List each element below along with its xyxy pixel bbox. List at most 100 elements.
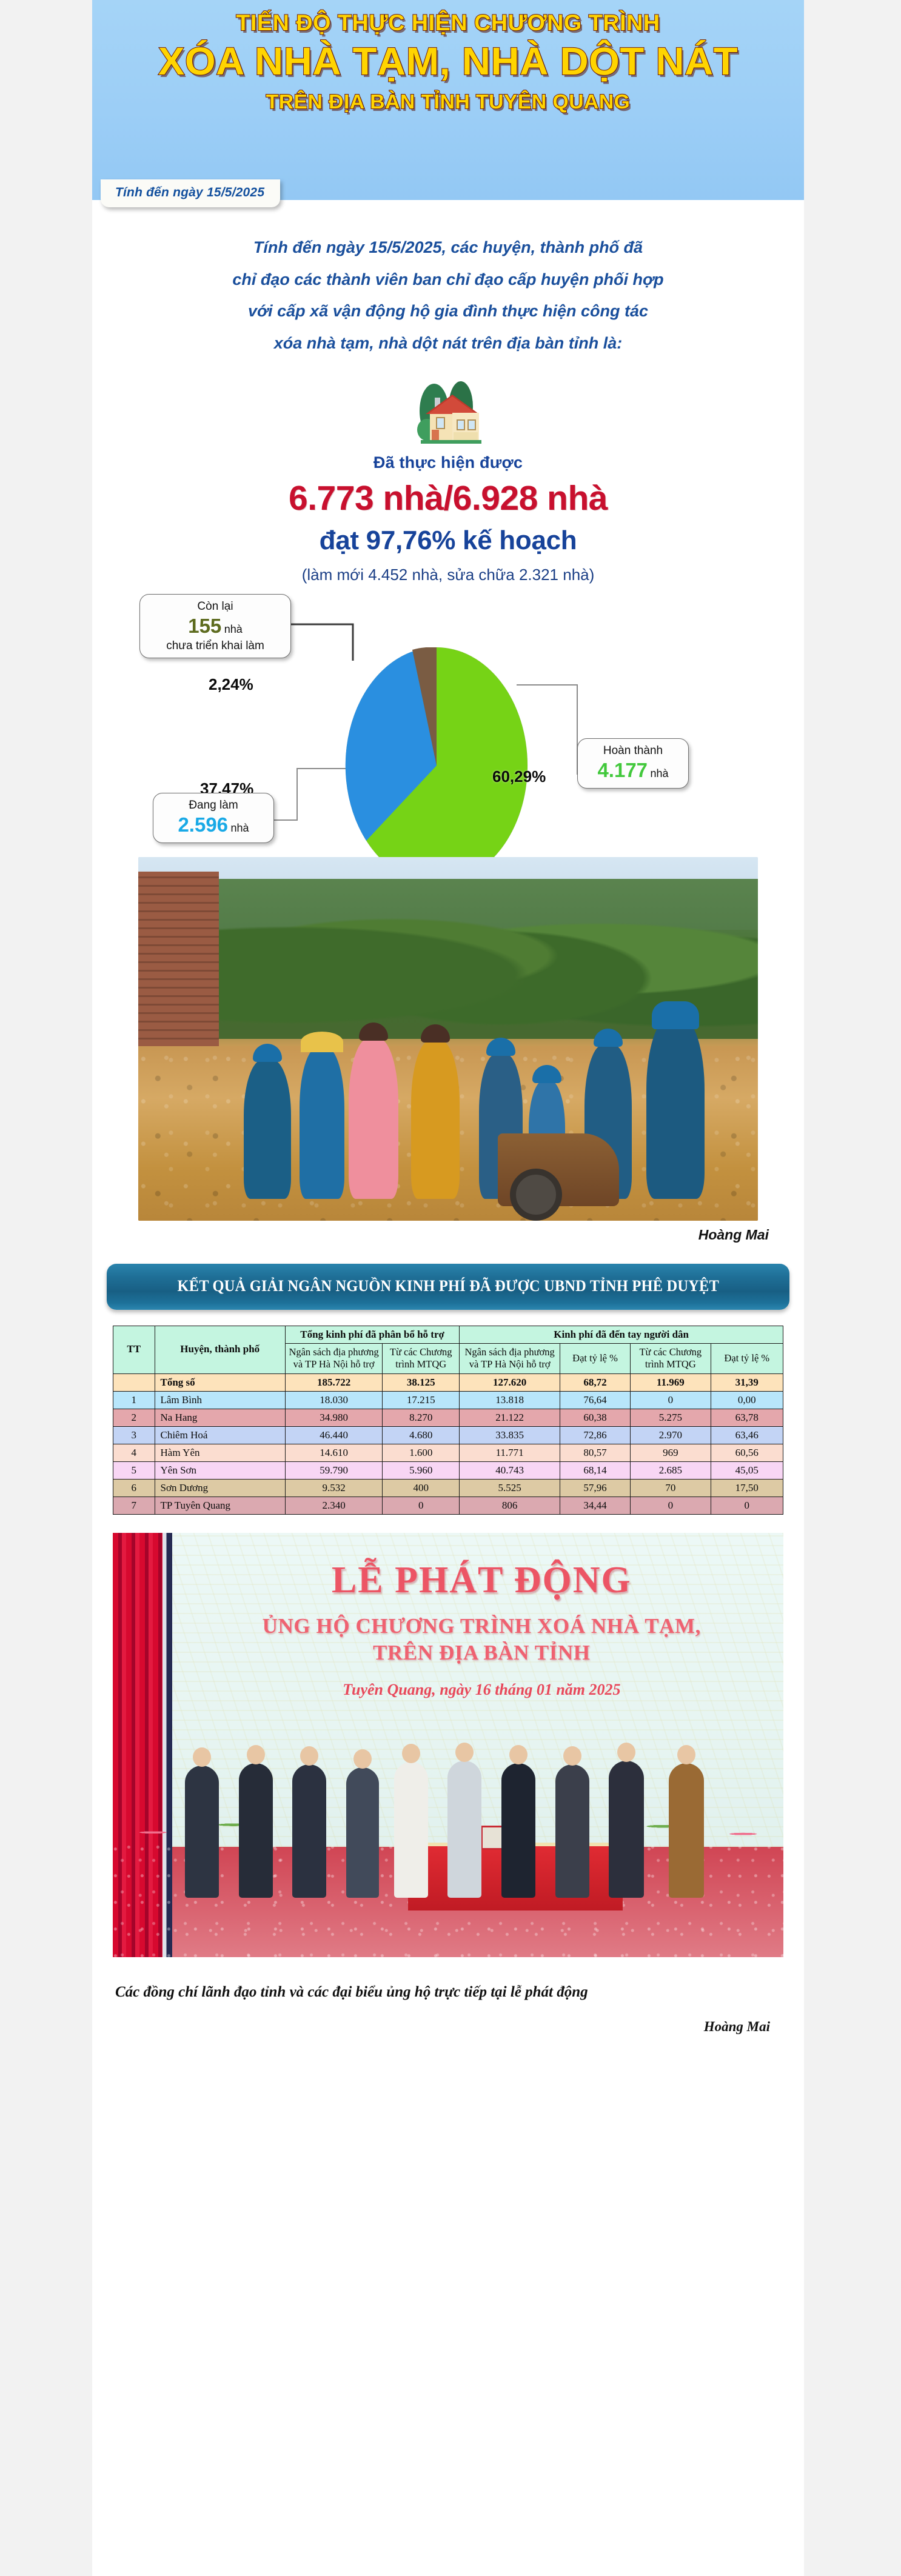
cell-c1: 46.440 (284, 1426, 383, 1444)
cell-c3: 40.743 (459, 1461, 560, 1480)
cell-c5: 0 (630, 1496, 711, 1515)
cell-c3: 21.122 (459, 1408, 560, 1427)
cell-c6: 17,50 (710, 1478, 784, 1497)
cell-name: TP Tuyên Quang (154, 1496, 286, 1515)
cell-c6: 0,00 (710, 1390, 784, 1409)
callout-remaining-sub: chưa triển khai làm (166, 639, 264, 652)
photo-person (646, 1001, 705, 1199)
infographic-page: TIẾN ĐỘ THỰC HIỆN CHƯƠNG TRÌNH XÓA NHÀ T… (92, 0, 804, 2576)
ceremony-person (668, 1744, 704, 1898)
cell-c2: 0 (382, 1496, 460, 1515)
table-row: 6 Sơn Dương 9.532 400 5.525 57,96 70 17,… (113, 1478, 784, 1497)
cell-tt: 7 (113, 1496, 155, 1515)
stats-percent-line: đạt 97,76% kế hoạch (319, 525, 577, 555)
photo-ceremony: LỄ PHÁT ĐỘNG ỦNG HỘ CHƯƠNG TRÌNH XOÁ NHÀ… (113, 1532, 783, 1957)
callout-done: Hoàn thành 4.177 nhà (577, 738, 689, 789)
cell-c5: 5.275 (630, 1408, 711, 1427)
cell-c4: 68,72 (559, 1373, 631, 1392)
cell-c2: 400 (382, 1478, 460, 1497)
cell-name: Tổng số (154, 1373, 286, 1392)
cell-c2: 4.680 (382, 1426, 460, 1444)
ceremony-person (394, 1743, 428, 1898)
table-row: 3 Chiêm Hoá 46.440 4.680 33.835 72,86 2.… (113, 1426, 784, 1444)
cell-c5: 969 (630, 1443, 711, 1462)
cell-c1: 18.030 (284, 1390, 383, 1409)
cell-name: Lâm Bình (154, 1390, 286, 1409)
ceremony-line-4: Tuyên Quang, ngày 16 tháng 01 năm 2025 (343, 1680, 621, 1698)
cell-c5: 2.685 (630, 1461, 711, 1480)
cell-tt: 3 (113, 1426, 155, 1444)
cell-c2: 1.600 (382, 1443, 460, 1462)
callout-remaining-unit: nhà (224, 623, 243, 636)
pie-chart (340, 647, 534, 890)
cell-tt: 2 (113, 1408, 155, 1427)
th-sub-2: Ngân sách địa phương và TP Hà Nội hỗ trợ (459, 1343, 560, 1374)
cell-c1: 14.610 (284, 1443, 383, 1462)
cell-c2: 5.960 (382, 1461, 460, 1480)
th-sub-1: Từ các Chương trình MTQG (382, 1343, 460, 1374)
photo-person (299, 1031, 344, 1199)
cell-c2: 17.215 (382, 1390, 460, 1409)
header-line-2: XÓA NHÀ TẠM, NHÀ DỘT NÁT (158, 39, 739, 84)
header-banner: TIẾN ĐỘ THỰC HIỆN CHƯƠNG TRÌNH XÓA NHÀ T… (92, 0, 804, 200)
key-stats: Đã thực hiện được 6.773 nhà/6.928 nhà đạ… (92, 453, 804, 584)
cell-tt: 6 (113, 1478, 155, 1497)
finance-table-head: TT Huyện, thành phố Tổng kinh phí đã phâ… (113, 1325, 784, 1374)
callout-remaining-title: Còn lại (197, 599, 233, 613)
cell-c5: 11.969 (630, 1373, 711, 1392)
cell-c4: 80,57 (559, 1443, 631, 1462)
th-sub-4: Từ các Chương trình MTQG (630, 1343, 711, 1374)
cell-c3: 13.818 (459, 1390, 560, 1409)
cell-c6: 60,56 (710, 1443, 784, 1462)
cell-c4: 34,44 (559, 1496, 631, 1515)
ceremony-line-1: LỄ PHÁT ĐỘNG (331, 1559, 632, 1601)
date-badge: Tính đến ngày 15/5/2025 (101, 179, 281, 207)
th-delivered: Kinh phí đã đến tay người dân (459, 1325, 783, 1344)
cell-tt: 4 (113, 1443, 155, 1462)
cell-c6: 63,46 (710, 1426, 784, 1444)
header-line-3: TRÊN ĐỊA BÀN TỈNH TUYÊN QUANG (266, 90, 631, 113)
photo-ceremony-wrap: LỄ PHÁT ĐỘNG ỦNG HỘ CHƯƠNG TRÌNH XOÁ NHÀ… (92, 1515, 804, 1957)
callout-remaining-number: 155 (188, 615, 222, 638)
cell-c4: 76,64 (559, 1390, 631, 1409)
th-sub-5: Đạt tỷ lệ % (710, 1343, 784, 1374)
callout-done-title: Hoàn thành (603, 744, 663, 757)
table-row: 2 Na Hang 34.980 8.270 21.122 60,38 5.27… (113, 1408, 784, 1427)
th-allocated: Tổng kinh phí đã phân bổ hỗ trợ (284, 1325, 460, 1344)
callout-done-unit: nhà (650, 767, 669, 780)
cell-c4: 72,86 (559, 1426, 631, 1444)
cell-c4: 60,38 (559, 1408, 631, 1427)
ceremony-person (447, 1742, 482, 1898)
stats-label: Đã thực hiện được (373, 453, 523, 472)
cell-c1: 34.980 (284, 1408, 383, 1427)
th-sub-3: Đạt tỷ lệ % (559, 1343, 631, 1374)
cell-c3: 33.835 (459, 1426, 560, 1444)
cell-c6: 45,05 (710, 1461, 784, 1480)
header-line-1: TIẾN ĐỘ THỰC HIỆN CHƯƠNG TRÌNH (235, 10, 660, 36)
stats-main-figure: 6.773 nhà/6.928 nhà (289, 478, 608, 518)
callout-done-number: 4.177 (597, 759, 648, 782)
table-header-sub-row: Ngân sách địa phương và TP Hà Nội hỗ trợ… (113, 1343, 784, 1374)
cell-c3: 127.620 (459, 1373, 560, 1392)
section-banner: KẾT QUẢ GIẢI NGÂN NGUỒN KINH PHÍ ĐÃ ĐƯỢC… (107, 1263, 789, 1310)
cell-name: Na Hang (154, 1408, 286, 1427)
table-row: Tổng số 185.722 38.125 127.620 68,72 11.… (113, 1373, 784, 1392)
callout-doing-title: Đang làm (189, 798, 238, 812)
cell-name: Yên Sơn (154, 1461, 286, 1480)
intro-paragraph: Tính đến ngày 15/5/2025, các huyện, thàn… (92, 200, 804, 359)
callout-doing: Đang làm 2.596 nhà (153, 792, 274, 843)
cell-c5: 2.970 (630, 1426, 711, 1444)
cell-name: Chiêm Hoá (154, 1426, 286, 1444)
cell-c3: 5.525 (459, 1478, 560, 1497)
table-row: 7 TP Tuyên Quang 2.340 0 806 34,44 0 0 (113, 1496, 784, 1515)
cell-c6: 0 (710, 1496, 784, 1515)
ceremony-person (501, 1744, 535, 1898)
section-banner-wrap: KẾT QUẢ GIẢI NGÂN NGUỒN KINH PHÍ ĐÃ ĐƯỢC… (92, 1243, 804, 1310)
callout-doing-unit: nhà (230, 822, 249, 835)
cell-tt: 1 (113, 1390, 155, 1409)
ceremony-person (238, 1744, 273, 1898)
house-icon (417, 381, 481, 444)
cell-c6: 31,39 (710, 1373, 784, 1392)
cell-c2: 8.270 (382, 1408, 460, 1427)
ceremony-person (185, 1747, 219, 1898)
